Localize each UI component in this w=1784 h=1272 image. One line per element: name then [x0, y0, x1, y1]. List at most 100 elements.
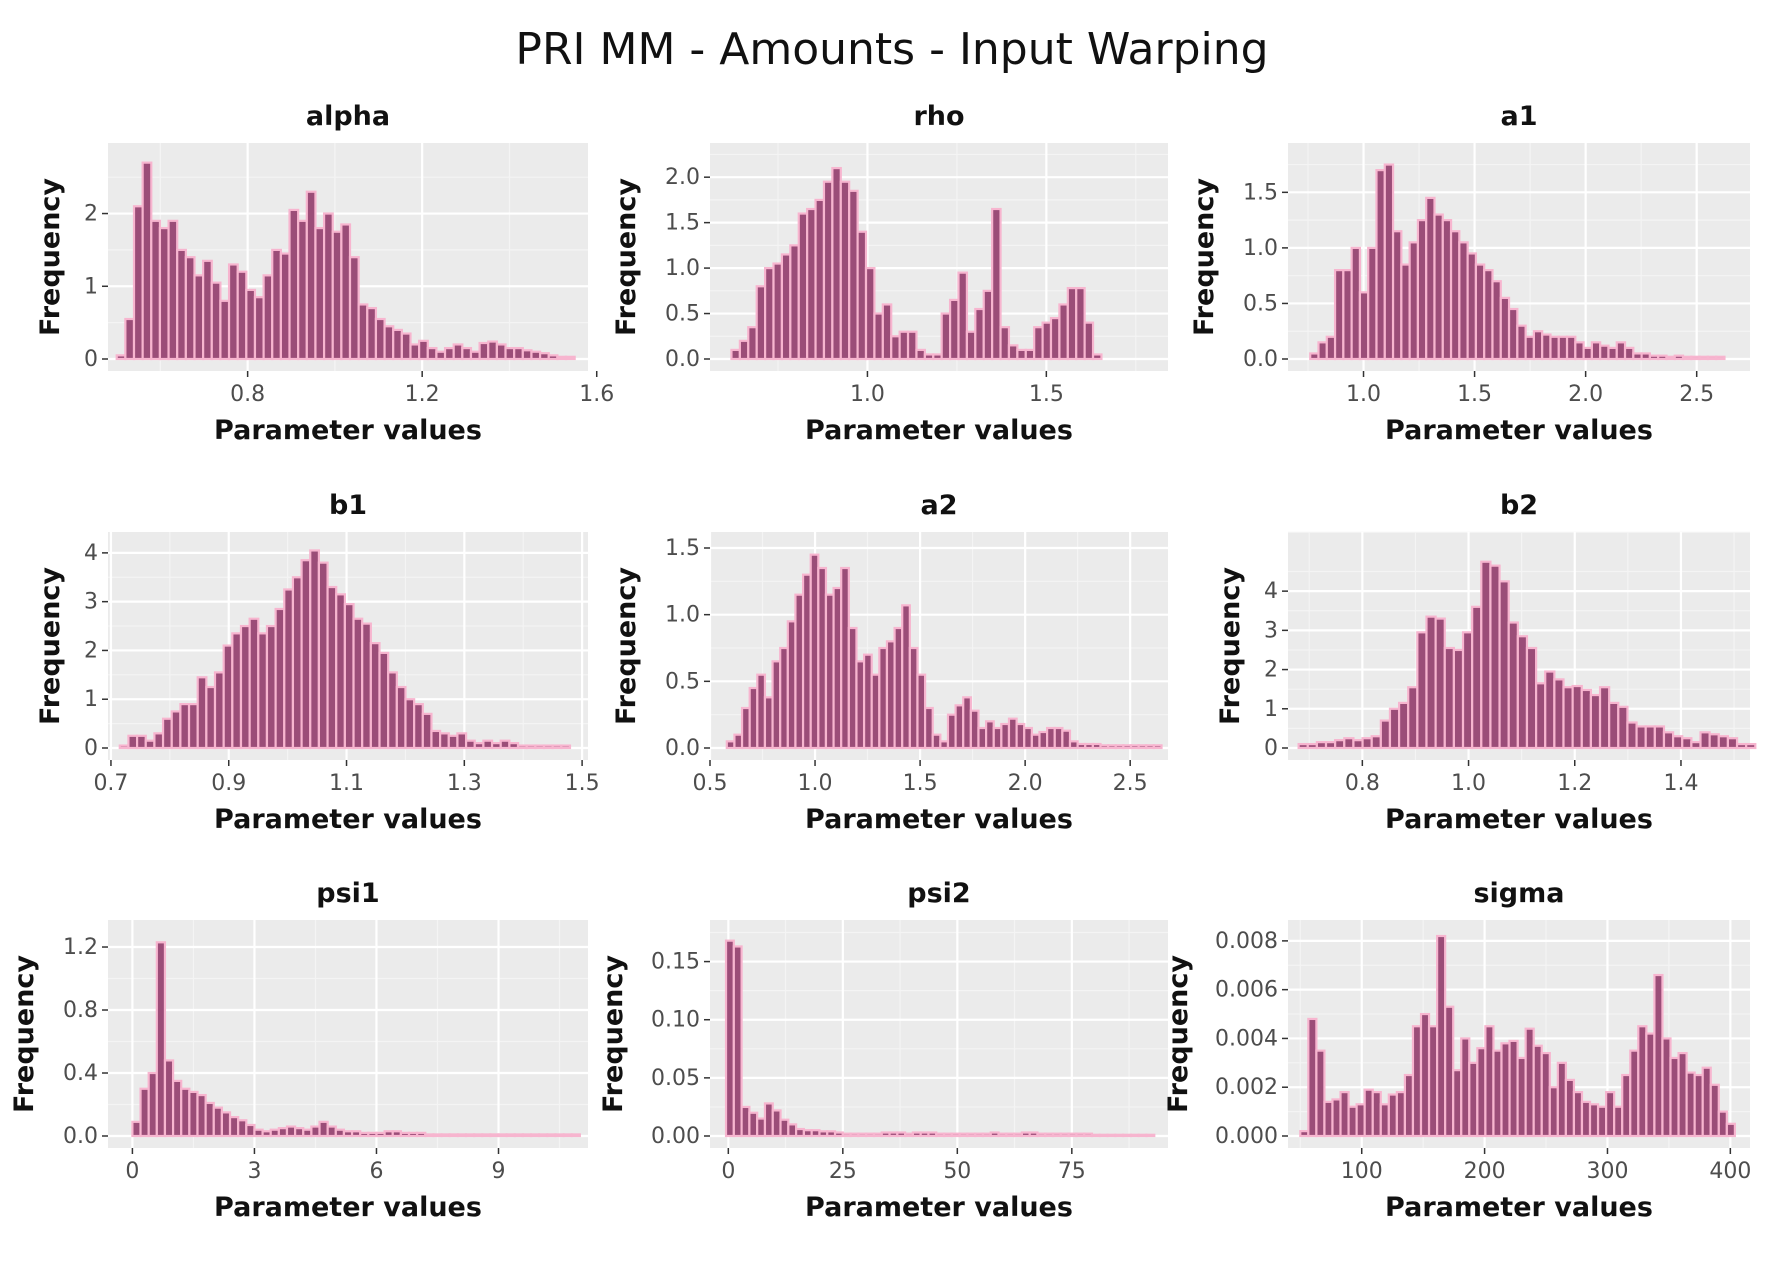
- chart-b1-bar: [239, 624, 251, 750]
- chart-psi2-bar: [997, 1132, 1008, 1138]
- chart-sigma-bar: [1677, 1051, 1688, 1138]
- chart-psi2-bar: [756, 1117, 767, 1138]
- chart-b2-bar: [1626, 721, 1638, 750]
- chart-a2-bar: [809, 553, 820, 750]
- chart-sigma-ytick-label: 0.002: [1215, 1075, 1278, 1100]
- chart-a1-bar: [1507, 307, 1519, 361]
- chart-b2-ytick-label: 4: [1264, 579, 1278, 604]
- chart-a1-xtick-label: 2.0: [1568, 382, 1603, 407]
- chart-rho-bar: [873, 312, 884, 361]
- chart-b2-bar: [1635, 725, 1647, 750]
- chart-a2-bar: [756, 673, 767, 750]
- chart-a1-xlabel: Parameter values: [1385, 415, 1653, 446]
- chart-a2-ytick-label: 1.0: [665, 603, 700, 628]
- chart-alpha-ytick-label: 0: [84, 347, 98, 372]
- chart-a2-xtick-label: 1.0: [798, 771, 833, 796]
- chart-sigma-bar: [1500, 1042, 1511, 1138]
- chart-sigma-ytick-label: 0.004: [1215, 1026, 1278, 1051]
- chart-psi1-bar: [318, 1120, 329, 1138]
- chart-psi2-bar: [974, 1132, 985, 1138]
- chart-b1-bar: [153, 732, 165, 750]
- chart-b2-panel: 0.8 1.0 1.2 1.4 0 1 2 3 4 b2 Parameter values Frequ…: [1215, 490, 1757, 835]
- chart-b1-bar: [404, 698, 416, 750]
- chart-sigma-bar: [1645, 1032, 1656, 1138]
- chart-a2-bar: [1038, 730, 1049, 750]
- chart-a1-bar: [1391, 230, 1403, 361]
- chart-rho-xtick-label: 1.0: [850, 382, 885, 407]
- chart-alpha-bar: [297, 219, 308, 361]
- chart-a1-bar: [1458, 241, 1469, 361]
- chart-b2-ytick-label: 1: [1264, 697, 1278, 722]
- chart-a2-xlabel: Parameter values: [805, 804, 1073, 835]
- chart-alpha-bar: [357, 303, 369, 361]
- chart-a2-ytick-label: 1.5: [665, 536, 700, 561]
- chart-alpha-bar: [279, 252, 291, 361]
- chart-sigma-bar: [1299, 1130, 1310, 1138]
- chart-a2-bar: [1107, 744, 1117, 750]
- chart-sigma-bar: [1637, 1025, 1648, 1138]
- chart-a2-bar: [1122, 744, 1133, 750]
- chart-psi1-bar: [220, 1111, 232, 1138]
- chart-a1-bar: [1582, 346, 1593, 361]
- chart-a1-bar: [1698, 355, 1709, 361]
- chart-sigma-ytick-label: 0.008: [1215, 929, 1278, 954]
- chart-a1-bar: [1706, 355, 1718, 361]
- chart-alpha-bar: [521, 349, 533, 361]
- chart-rho-ytick-label: 1.0: [665, 256, 700, 281]
- chart-sigma-bar: [1564, 1078, 1576, 1138]
- chart-psi2-bar: [1020, 1131, 1031, 1138]
- chart-sigma-bar: [1540, 1051, 1551, 1138]
- chart-b2-bar: [1598, 686, 1611, 750]
- chart-a2-bar: [916, 673, 927, 750]
- chart-psi1-bar: [513, 1133, 525, 1138]
- chart-b1-bar: [187, 702, 199, 750]
- chart-sigma-panel: 100 200 300 400 0.000 0.002 0.004 0.006 0.008 sig…: [1163, 878, 1751, 1223]
- chart-a1-bar: [1441, 219, 1453, 361]
- chart-b1-bar: [464, 739, 476, 750]
- chart-a2-bar: [962, 696, 972, 750]
- chart-b2-bar: [1516, 635, 1529, 750]
- chart-sigma-xtick-label: 300: [1586, 1159, 1628, 1184]
- chart-a1-ylabel: Frequency: [1189, 178, 1220, 336]
- chart-b2-bar: [1525, 646, 1538, 750]
- chart-psi2-bar: [1059, 1132, 1070, 1138]
- chart-psi2-bar: [1013, 1132, 1023, 1138]
- chart-psi2-bar: [724, 939, 735, 1138]
- chart-sigma-bar: [1460, 1037, 1471, 1138]
- chart-psi1-bar: [554, 1133, 565, 1138]
- chart-sigma-bar: [1339, 1090, 1350, 1138]
- chart-psi1-bar: [171, 1079, 183, 1138]
- chart-a1-bar: [1599, 344, 1610, 361]
- chart-a2-bar: [1084, 742, 1094, 750]
- chart-psi2-bar: [795, 1127, 805, 1138]
- chart-sigma-bar: [1476, 1047, 1487, 1138]
- chart-a2-bar: [1129, 744, 1140, 750]
- chart-b1-bar: [490, 742, 502, 750]
- chart-psi1-bar: [212, 1106, 223, 1138]
- chart-a2-bar: [908, 646, 919, 750]
- chart-a1-bar: [1425, 196, 1436, 361]
- chart-psi2-bar: [1067, 1132, 1078, 1138]
- chart-b2-bar: [1397, 701, 1410, 750]
- chart-a1-bar: [1400, 263, 1411, 361]
- chart-sigma-bar: [1556, 1061, 1567, 1138]
- chart-b1-bar: [352, 617, 364, 750]
- chart-psi2-ytick-label: 0.10: [651, 1008, 700, 1033]
- chart-a1-bar: [1541, 333, 1552, 361]
- chart-b2-ytick-label: 2: [1264, 658, 1278, 683]
- chart-a2-bar: [855, 660, 866, 750]
- chart-psi2-xtick-label: 75: [1058, 1159, 1086, 1184]
- chart-psi1-bar: [464, 1133, 476, 1138]
- chart-alpha-bar: [314, 226, 326, 361]
- chart-a1-bar: [1574, 341, 1585, 361]
- chart-psi1-bar: [147, 1071, 158, 1138]
- chart-psi1-ytick-label: 0.8: [63, 998, 98, 1023]
- chart-b1-bar: [213, 671, 225, 750]
- chart-b2-bar: [1443, 646, 1455, 750]
- chart-alpha-bar: [210, 281, 222, 361]
- chart-a2-bar: [1076, 742, 1087, 750]
- chart-alpha-bar: [227, 263, 239, 361]
- chart-rho-ytick-label: 0.5: [665, 302, 700, 327]
- chart-a2-bar: [1015, 722, 1026, 750]
- chart-b1-bar: [395, 685, 407, 750]
